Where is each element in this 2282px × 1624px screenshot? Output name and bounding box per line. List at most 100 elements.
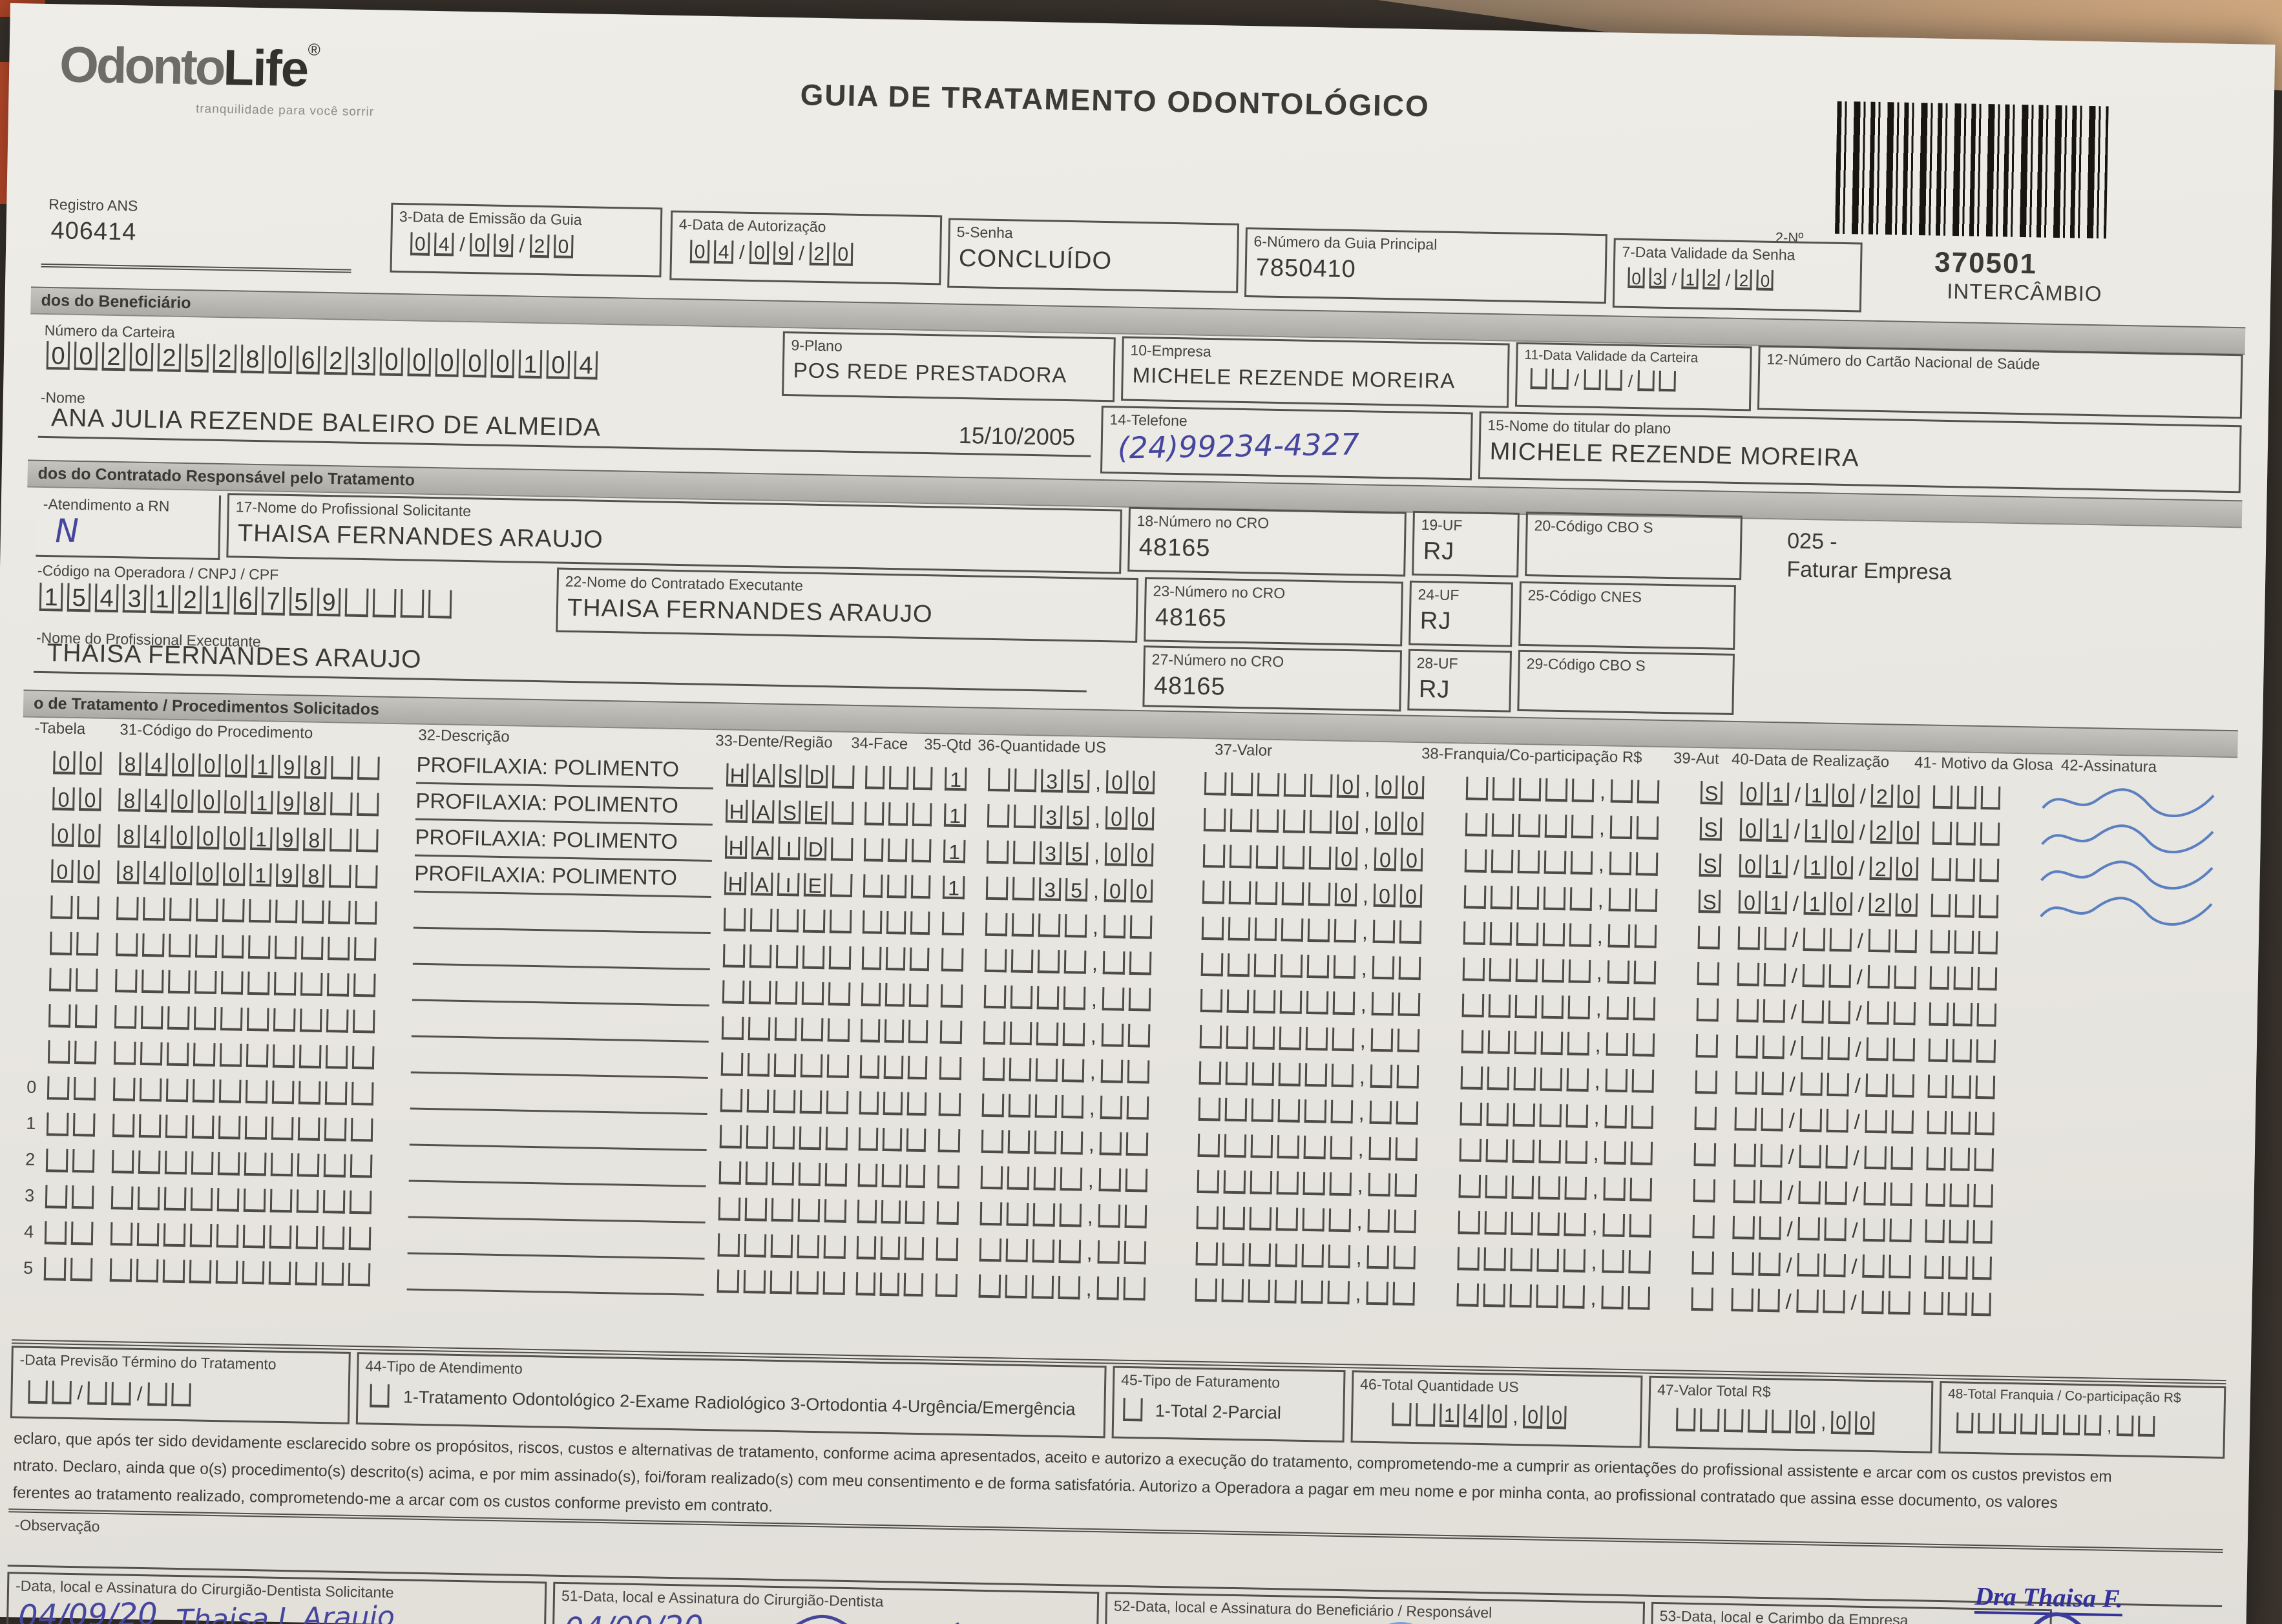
comb-cell [136,1222,160,1247]
comb-cell: S [1699,853,1722,878]
comb-cell [1252,1026,1275,1050]
comb-separator: , [2106,1416,2112,1436]
comb-cell [1733,1143,1757,1167]
qtd-comb-blank [939,1056,967,1081]
comb-separator: / [1786,1253,1792,1277]
comb-cell [1889,1254,1911,1279]
face-comb-blank [858,1127,931,1152]
aut-comb-blank [1695,1034,1723,1058]
comb-separator: , [1093,879,1100,903]
franquia-comb-blank: , [1460,1066,1659,1094]
comb-cell: H [724,871,747,896]
comb-cell [244,1116,267,1140]
comb-cell [1372,955,1395,980]
comb-cell [1103,915,1126,939]
comb-cell: 0 [1897,784,1920,809]
comb-cell [1823,1289,1845,1314]
comb-cell: 0 [1335,846,1358,871]
comb-cell [1977,1413,1995,1434]
comb-cell [1196,1205,1219,1230]
comb-cell [165,1114,188,1139]
comb-cell [1366,1281,1388,1306]
comb-cell: 0 [1374,811,1397,835]
comb-separator: , [1598,852,1605,876]
comb-cell [1485,1175,1508,1199]
col-dente: 33-Dente/Região [715,732,833,752]
comb-cell [1129,915,1153,939]
comb-cell: 2 [101,342,126,371]
comb-cell [326,1009,349,1033]
cbo20-field: 20-Código CBO S [1525,512,1743,581]
comb-cell [859,1055,880,1079]
assinatura-solicitante-nome: Thaisa L Araujo [175,1600,395,1624]
comb-cell: I [777,872,800,897]
comb-cell [1798,1180,1821,1205]
comb-cell: 0 [1399,884,1423,908]
logo-tagline: tranquilidade para você sorrir [195,102,375,120]
comb-separator: / [1785,1289,1792,1313]
comb-separator: / [136,1383,143,1406]
franquia-comb-blank: , [1457,1247,1655,1275]
comb-cell [1510,1247,1533,1272]
comb-cell [1330,1099,1354,1124]
comb-cell [1868,928,1891,953]
comb-cell [826,1054,850,1078]
tabela-comb-blank [50,932,103,956]
face-comb-blank [859,1055,932,1080]
comb-cell: A [751,800,775,824]
data-realizacao-comb: 0 1/1 0/2 0 [1738,890,1922,918]
comb-separator: / [1857,929,1863,953]
qtd-comb-blank [937,1165,965,1189]
aut-comb-blank [1694,1106,1721,1130]
comb-cell [75,968,98,992]
comb-cell [1303,1135,1326,1160]
comb-cell [855,1272,876,1296]
qtd-comb-blank [941,911,969,936]
glosa-comb-blank [1924,1255,1996,1280]
comb-separator: , [1595,997,1602,1021]
comb-cell: 0 [1831,1410,1851,1435]
face-comb-blank [857,1163,930,1189]
comb-separator: , [1591,1250,1597,1274]
comb-cell: 1 [205,585,230,615]
comb-separator: , [1087,1204,1094,1228]
comb-cell [1631,1105,1654,1129]
comb-cell: 1 [39,582,63,612]
comb-cell [1012,840,1036,865]
comb-cell [1124,1204,1147,1229]
comb-cell [344,588,369,618]
comb-cell [1697,926,1721,950]
comb-cell [1606,1032,1629,1057]
comb-cell: 4 [713,240,734,264]
glosa-comb [1932,821,2005,846]
comb-cell: 0 [78,860,100,884]
comb-cell: 1 [943,839,966,864]
comb-cell [826,1090,849,1114]
uf28-field: 28-UF RJ [1407,649,1513,713]
comb-cell [1536,1284,1559,1309]
comb-cell [1221,1278,1244,1303]
comb-cell [1392,1282,1415,1306]
comb-cell [1223,1170,1246,1194]
comb-cell [72,1112,96,1137]
comb-cell [2117,1415,2134,1437]
comb-separator: , [1363,848,1370,871]
face-comb-blank [855,1272,928,1297]
comb-cell: 2 [1735,269,1753,291]
comb-cell [1061,1095,1084,1119]
comb-cell [1675,1408,1696,1432]
comb-cell [1890,1182,1912,1207]
comb-cell: 4 [94,583,119,613]
comb-cell [330,792,353,816]
comb-cell: 6 [296,346,320,375]
franquia-comb-blank: , [1463,921,1662,950]
comb-separator: , [1356,1245,1363,1269]
comb-cell [772,1125,795,1150]
validade-senha-comb: 0 3/1 2/2 0 [1615,260,1860,293]
comb-cell [744,1234,767,1258]
comb-cell [883,1091,903,1116]
comb-separator: , [1085,1276,1093,1300]
comb-cell [219,1043,242,1067]
comb-separator: , [1093,842,1100,867]
